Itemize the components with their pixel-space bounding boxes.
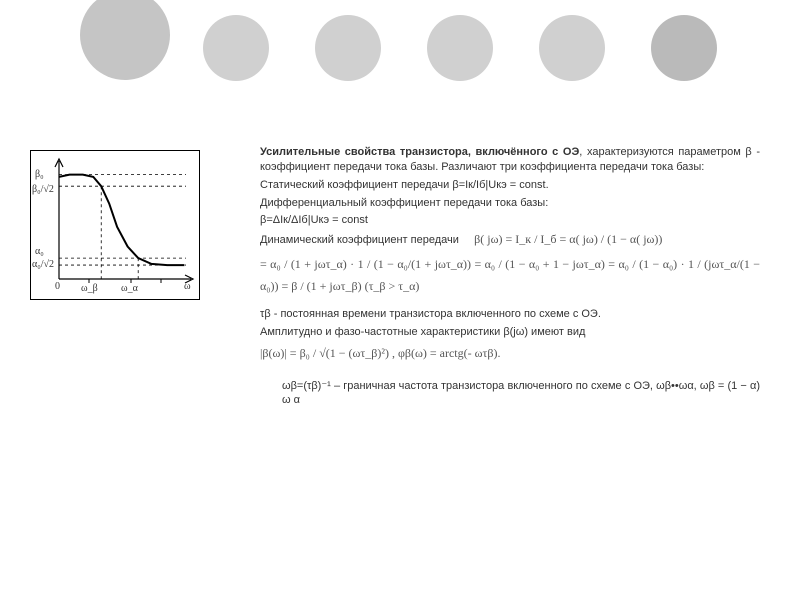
ylabel-alpha0: α₀ (35, 246, 44, 257)
para-3: Дифференциальный коэффициент передачи то… (260, 196, 760, 211)
text-column: Усилительные свойства транзистора, включ… (260, 145, 760, 411)
formula-mag-1: |β(ω)| = β₀ / √(1 − (ωτ_β)²) (260, 346, 389, 360)
ylabel-beta0-sqrt2: β₀/√2 (32, 184, 54, 195)
chart-svg (31, 151, 201, 301)
xlabel-w: ω (184, 281, 191, 292)
xlabel-wa: ω_α (121, 283, 138, 294)
ylabel-beta0: β₀ (35, 169, 44, 180)
formula-dynamic: β( jω) = I_к / I_б = α( jω) / (1 − α( jω… (474, 232, 662, 246)
formula-big: = α₀ / (1 + jωτ_α) · 1 / (1 − α₀/(1 + jω… (260, 254, 760, 297)
xlabel-0: 0 (55, 281, 60, 292)
para-4: β=ΔIк/ΔIб|Uкэ = const (260, 213, 760, 228)
formula-mag: |β(ω)| = β₀ / √(1 − (ωτ_β)²) , φβ(ω) = a… (260, 343, 760, 365)
chart-frequency-response: β₀ β₀/√2 α₀ α₀/√2 0 ω_β ω_α ω (30, 150, 200, 300)
para-5: Динамический коэффициент передачи β( jω)… (260, 231, 760, 248)
para-7: Амплитудно и фазо-частотные характеристи… (260, 325, 760, 340)
page: β₀ β₀/√2 α₀ α₀/√2 0 ω_β ω_α ω Усилительн… (0, 0, 800, 600)
para-2: Статический коэффициент передачи β=Iк/Iб… (260, 178, 760, 193)
para-1-lead: Усилительные свойства транзистора, включ… (260, 146, 579, 158)
para-6: τβ - постоянная времени транзистора вклю… (260, 307, 760, 322)
decor-circle (203, 15, 269, 81)
decor-circle (651, 15, 717, 81)
formula-mag-2: , φβ(ω) = arctg(- ωτβ). (392, 346, 501, 360)
decor-circle (80, 0, 170, 80)
decor-circle (315, 15, 381, 81)
para-5-text: Динамический коэффициент передачи (260, 234, 459, 246)
ylabel-alpha0-sqrt2: α₀/√2 (32, 259, 54, 270)
para-1: Усилительные свойства транзистора, включ… (260, 145, 760, 175)
decor-circle (539, 15, 605, 81)
para-8: ωβ=(τβ)⁻¹ – граничная частота транзистор… (260, 379, 760, 409)
xlabel-wb: ω_β (81, 283, 98, 294)
decor-circle (427, 15, 493, 81)
